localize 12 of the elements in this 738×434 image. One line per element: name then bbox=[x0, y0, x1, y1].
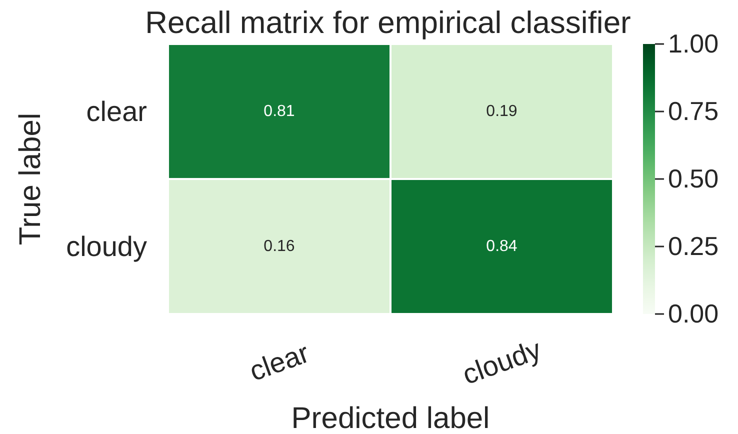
data-label: 0.81 bbox=[264, 103, 295, 120]
y-axis-title: True label bbox=[14, 112, 47, 246]
color-bar-label: 1.00 bbox=[668, 28, 719, 58]
data-label: 0.16 bbox=[264, 238, 295, 255]
color-bar-label: 0.50 bbox=[668, 163, 719, 194]
data-label: 0.19 bbox=[486, 103, 518, 120]
chart-title: Recall matrix for empirical classifier bbox=[145, 5, 631, 40]
x-axis-title: Predicted label bbox=[291, 402, 490, 434]
color-bar-label: 0.25 bbox=[668, 230, 719, 261]
data-label: 0.84 bbox=[486, 238, 518, 255]
color-bar-label: 0.75 bbox=[668, 96, 719, 126]
color-bar-label: 0.00 bbox=[668, 298, 719, 328]
